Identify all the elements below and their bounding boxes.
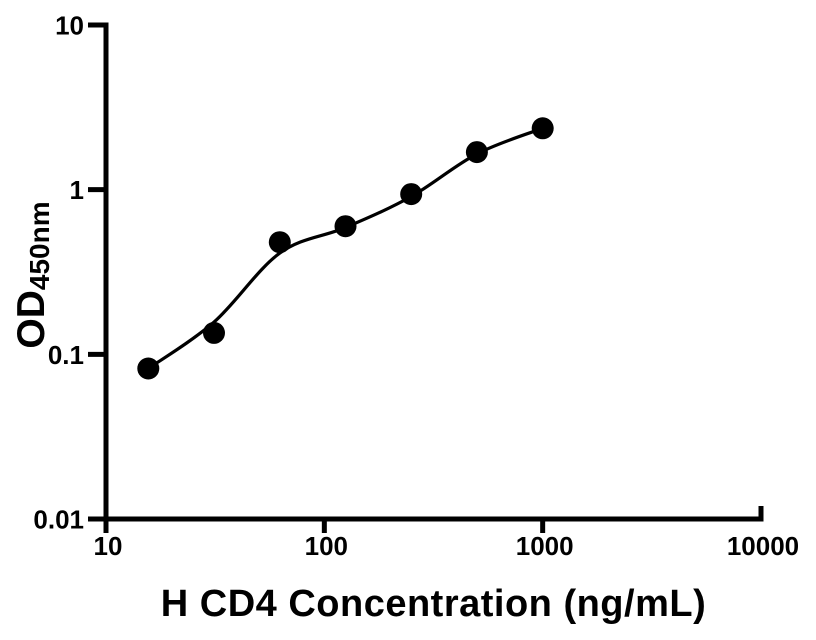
y-tick-label-0.1: 0.1: [48, 340, 84, 370]
data-point-125ng-ml: [334, 215, 357, 238]
data-point-500ng-ml: [465, 141, 488, 164]
data-point-1000ng-ml: [531, 117, 554, 140]
x-tick-label-1000: 1000: [516, 531, 574, 561]
data-point-15.625ng-ml: [137, 357, 160, 380]
x-tick-label-100: 100: [305, 531, 348, 561]
y-axis-title: OD450nm: [10, 201, 56, 348]
y-tick-label-0.01: 0.01: [33, 505, 84, 535]
x-tick-label-10000: 10000: [727, 531, 799, 561]
data-point-31.25ng-ml: [203, 321, 225, 344]
y-axis-title-subscript: 450nm: [24, 201, 55, 291]
data-point-62.5ng-ml: [268, 231, 291, 254]
y-tick-label-10: 10: [55, 11, 84, 41]
data-point-250ng-ml: [400, 183, 423, 206]
y-axis-title-main: OD: [10, 290, 53, 349]
x-axis-title: H CD4 Concentration (ng/mL): [160, 583, 707, 625]
x-tick-label-10: 10: [94, 531, 123, 561]
y-tick-label-1: 1: [70, 175, 84, 205]
